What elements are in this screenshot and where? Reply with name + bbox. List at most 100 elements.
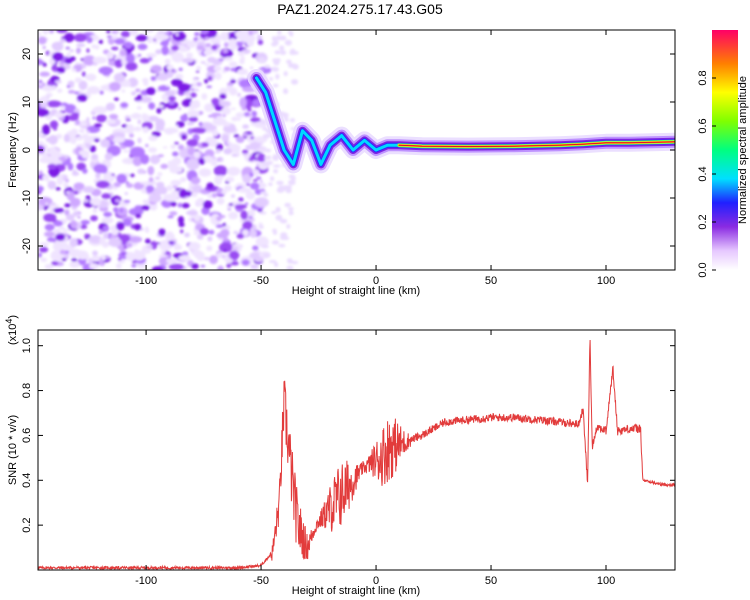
noise-blob [252,179,259,182]
noise-blob [92,238,100,244]
noise-blob [149,154,161,165]
noise-blob [230,261,239,266]
noise-blob [124,192,128,196]
noise-blob [229,250,240,260]
noise-blob [55,233,66,241]
noise-blob [115,263,122,269]
noise-blob [113,97,119,101]
noise-blob [216,252,223,259]
noise-blob [162,146,168,149]
noise-blob [172,157,182,166]
noise-blob [47,163,57,170]
noise-field [38,30,299,270]
noise-blob [265,148,271,153]
noise-blob [65,214,75,221]
noise-blob [68,89,76,94]
noise-blob [170,144,176,150]
noise-blob [137,43,148,50]
noise-blob [140,96,152,103]
noise-blob [120,30,131,38]
noise-blob [204,155,213,163]
noise-blob [91,153,99,160]
noise-blob [207,236,213,242]
noise-blob [194,88,199,92]
noise-blob [262,127,269,131]
noise-blob [163,127,179,134]
noise-blob [44,264,54,270]
noise-blob [196,255,205,261]
noise-blob [125,242,133,248]
noise-blob [66,51,71,58]
noise-blob [276,180,284,185]
snr-ticks: -100 -50 0 50 100 0.2 0.4 0.6 0.8 1.0 [21,330,675,587]
noise-blob [195,198,205,207]
noise-blob [115,199,120,203]
noise-blob [250,264,259,270]
noise-blob [135,88,141,93]
noise-blob [248,215,253,220]
spectrogram-xtick-label: -50 [253,275,269,287]
noise-blob [264,64,270,69]
noise-blob [63,182,69,188]
noise-blob [111,231,119,236]
noise-blob [214,72,222,80]
snr-series-line [38,339,675,570]
snr-xtick-label: -100 [135,575,157,587]
noise-blob [166,70,174,79]
noise-blob [119,208,124,213]
noise-blob [148,147,157,153]
noise-blob [204,78,209,84]
noise-blob [114,58,124,68]
noise-blob [89,263,99,270]
noise-blob [254,172,258,177]
noise-blob [56,177,64,186]
noise-blob [123,80,132,88]
noise-blob [219,157,224,163]
noise-blob [172,31,187,42]
noise-blob [66,191,75,201]
spectrogram-ytick-label: 10 [21,96,33,108]
noise-blob [226,263,232,269]
noise-blob [172,151,179,157]
colorbar: 0.0 0.2 0.4 0.6 0.8 Normalized spectral ampl… [697,30,749,278]
noise-blob [58,61,65,65]
noise-blob [132,156,143,167]
noise-blob [133,223,142,231]
noise-blob [244,202,249,206]
noise-blob [54,111,64,118]
noise-blob [255,236,269,248]
noise-blob [203,257,210,261]
noise-blob [273,168,279,174]
noise-blob [271,240,280,245]
noise-blob [77,215,81,219]
noise-blob [108,237,122,248]
noise-blob [242,173,252,184]
noise-blob [187,147,196,156]
noise-blob [69,197,81,207]
noise-blob [106,51,114,60]
noise-blob [100,138,111,148]
noise-blob [144,238,151,244]
noise-blob [271,42,278,47]
noise-blob [51,260,59,266]
noise-blob [123,149,130,153]
noise-blob [261,244,269,249]
noise-blob [38,58,43,66]
noise-blob [206,85,212,89]
noise-blob [86,129,90,134]
noise-blob [258,211,267,215]
noise-blob [89,198,100,206]
noise-blob [42,62,47,67]
noise-blob [179,229,184,234]
noise-blob [132,260,137,264]
spectrogram-xtick-label: -100 [135,275,157,287]
noise-blob [286,224,291,229]
noise-blob [221,134,230,142]
noise-blob [137,119,142,125]
noise-blob [80,144,87,149]
noise-blob [60,105,66,110]
noise-blob [249,182,260,190]
noise-blob [114,38,126,45]
noise-blob [217,175,225,180]
noise-blob [117,257,122,261]
